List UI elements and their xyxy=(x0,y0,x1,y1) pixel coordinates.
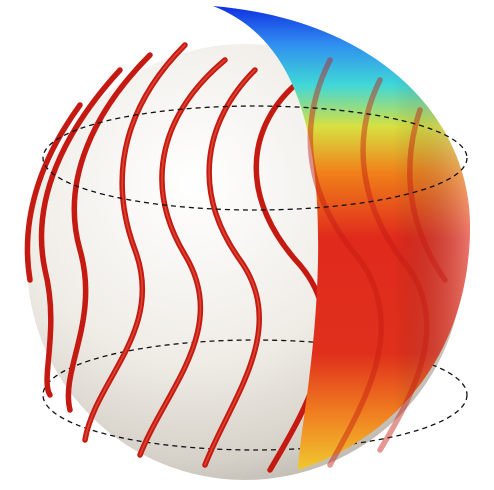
field-line xyxy=(360,77,430,453)
upper-latitude-ring xyxy=(42,105,468,211)
field-line xyxy=(24,102,83,283)
field-line xyxy=(253,82,328,473)
field-lines-behind-shell xyxy=(307,57,448,468)
field-lines xyxy=(24,42,328,473)
field-line xyxy=(65,52,153,413)
field-line xyxy=(38,67,123,398)
field-line xyxy=(407,107,448,283)
field-line xyxy=(307,57,384,468)
